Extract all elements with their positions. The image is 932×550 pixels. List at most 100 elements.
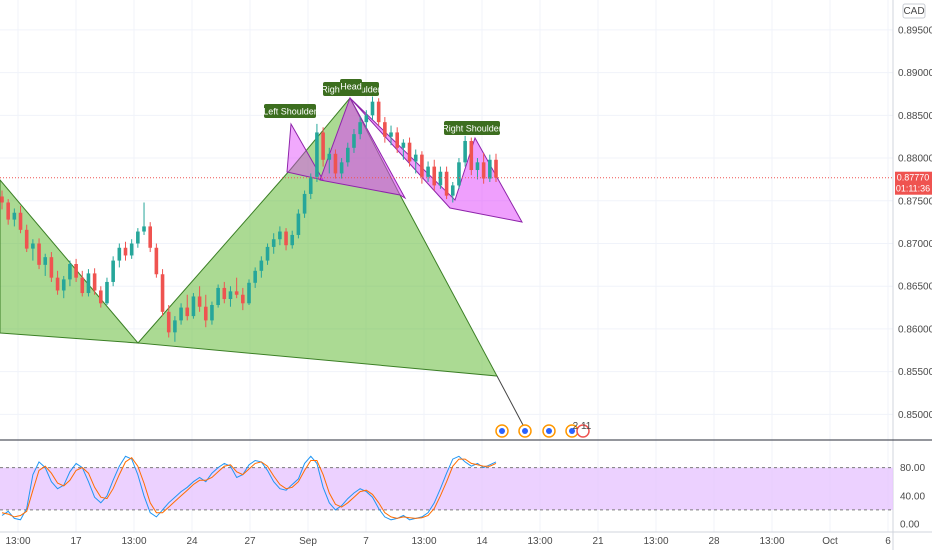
time-tick-label: 13:00 xyxy=(759,536,784,547)
candle-body xyxy=(494,159,498,178)
candle-body xyxy=(475,162,480,171)
candle-body xyxy=(37,243,41,265)
label-head[interactable]: Head xyxy=(340,79,362,93)
label-left-shoulder[interactable]: Left Shoulder xyxy=(263,104,317,118)
price-axis[interactable]: 0.89500 0.89000 0.88500 0.88000 0.87500 0.870… xyxy=(898,25,932,420)
candle-body xyxy=(247,282,251,304)
candlestick-series xyxy=(0,96,498,342)
candle-body xyxy=(241,294,245,304)
price-tick-label: 0.87000 xyxy=(898,239,932,250)
candle-body xyxy=(407,142,412,162)
candle-body xyxy=(259,260,264,271)
time-tick-label: 13:00 xyxy=(121,536,146,547)
candle-body xyxy=(191,296,196,317)
candle-body xyxy=(457,162,461,186)
candle-body xyxy=(0,196,4,203)
event-markers[interactable]: 2 11 xyxy=(495,421,592,438)
candle-body xyxy=(179,307,183,321)
event-flag-icon[interactable] xyxy=(495,424,509,438)
candle-body xyxy=(333,153,338,174)
time-tick-label: 28 xyxy=(708,536,720,547)
currency-badge[interactable] xyxy=(902,3,926,19)
candle-body xyxy=(278,231,282,240)
candle-body xyxy=(222,287,227,300)
candle-body xyxy=(315,132,319,177)
pattern-projection-line[interactable] xyxy=(496,375,524,426)
time-tick-label: 14 xyxy=(476,536,488,547)
time-tick-label: 13:00 xyxy=(5,536,30,547)
candle-body xyxy=(92,273,97,291)
candle-body xyxy=(463,140,467,163)
candle-body xyxy=(413,154,418,162)
candle-body xyxy=(80,277,85,294)
candle-body xyxy=(481,162,486,179)
candle-body xyxy=(6,202,10,220)
candle-body xyxy=(296,213,301,235)
label-right-shoulder[interactable]: Right Shoulder xyxy=(442,121,502,135)
candle-body xyxy=(154,247,159,275)
price-tick-label: 0.88000 xyxy=(898,154,932,165)
stochastic-k-line xyxy=(1,455,497,521)
candle-body xyxy=(185,307,190,317)
candle-body xyxy=(228,291,233,300)
candle-body xyxy=(339,162,344,174)
candle-body xyxy=(43,257,48,265)
event-cluster-badge[interactable]: 2 11 xyxy=(573,421,592,438)
svg-text:Head: Head xyxy=(340,82,362,92)
candle-body xyxy=(24,229,29,249)
candle-body xyxy=(142,226,146,232)
candle-body xyxy=(444,171,449,196)
candle-body xyxy=(265,246,270,261)
candle-body xyxy=(302,193,307,214)
candle-body xyxy=(420,154,424,177)
candle-body xyxy=(364,115,369,123)
candle-body xyxy=(321,132,325,160)
candle-body xyxy=(376,101,381,123)
stochastic-d-line xyxy=(1,457,497,519)
time-tick-label: 13:00 xyxy=(411,536,436,547)
time-tick-label: 13:00 xyxy=(527,536,552,547)
candle-body xyxy=(370,101,375,116)
price-tick-label: 0.85500 xyxy=(898,367,932,378)
time-tick-label: Oct xyxy=(822,536,838,547)
time-tick-label: 21 xyxy=(592,536,604,547)
candle-body xyxy=(346,147,350,163)
price-tick-label: 0.87500 xyxy=(898,196,932,207)
candle-body xyxy=(117,247,122,261)
time-axis[interactable]: 13:00 17 13:00 24 27 Sep 7 13:00 14 13:00 21 13:00 2… xyxy=(5,536,891,547)
event-flag-icon[interactable] xyxy=(542,424,556,438)
time-tick-label: 13:00 xyxy=(643,536,668,547)
pattern-pink-left-shoulder[interactable] xyxy=(286,122,324,181)
pattern-green-left[interactable] xyxy=(0,179,140,344)
price-tick-label: 0.89500 xyxy=(898,25,932,36)
stochastic-axis[interactable]: 80.00 40.00 0.00 xyxy=(900,463,925,530)
candle-body xyxy=(111,260,115,282)
time-tick-label: 27 xyxy=(244,536,256,547)
candle-body xyxy=(253,270,257,283)
candle-body xyxy=(55,277,60,291)
candle-body xyxy=(12,212,17,220)
candle-body xyxy=(469,140,474,171)
price-tick-label: 0.86500 xyxy=(898,282,932,293)
candle-body xyxy=(389,132,393,137)
candle-body xyxy=(383,122,387,137)
time-tick-label: 17 xyxy=(70,536,82,547)
svg-text:2 11: 2 11 xyxy=(573,421,592,432)
time-tick-label: Sep xyxy=(299,536,317,547)
pattern-drawings[interactable] xyxy=(0,96,524,426)
price-tick-label: 0.86000 xyxy=(898,324,932,335)
price-tick-label: 0.88500 xyxy=(898,111,932,122)
pattern-pink-right[interactable] xyxy=(349,97,523,223)
event-flag-icon[interactable] xyxy=(518,424,532,438)
stochastic-tick-label: 40.00 xyxy=(900,491,925,502)
candle-body xyxy=(31,243,35,249)
candle-body xyxy=(99,290,103,304)
candle-body xyxy=(432,166,437,186)
candle-body xyxy=(426,166,430,177)
currency-label: CAD xyxy=(903,6,924,17)
candle-body xyxy=(136,231,140,244)
candle-body xyxy=(271,239,276,247)
candle-body xyxy=(166,311,171,333)
